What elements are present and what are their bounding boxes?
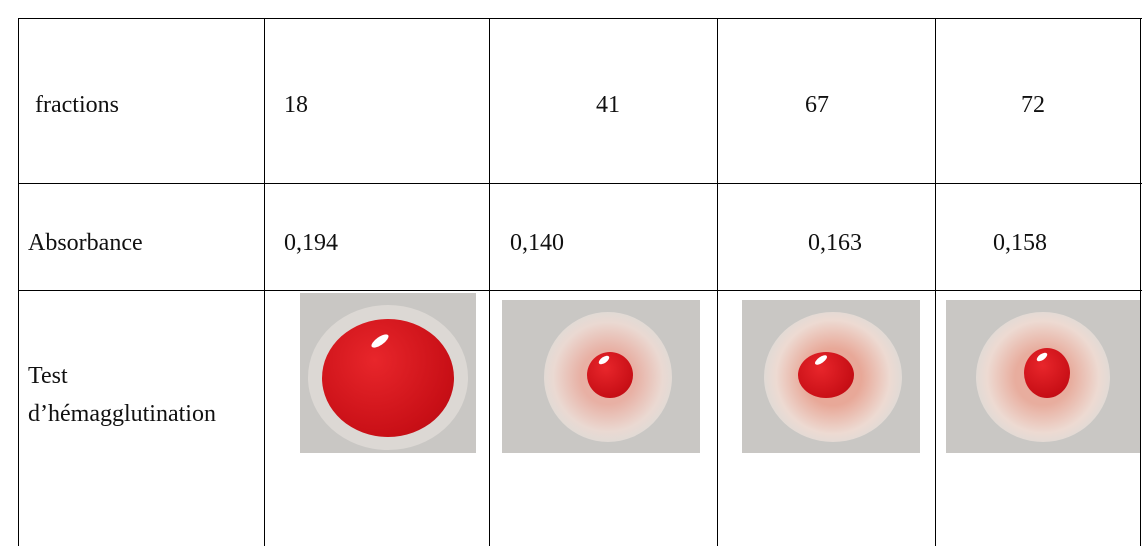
table-border	[18, 18, 1142, 19]
table-border	[18, 290, 1142, 291]
cell: fractions	[35, 93, 119, 117]
cell: Test d’hémagglutination	[28, 357, 228, 433]
cell: 0,163	[808, 231, 862, 255]
cell: 18	[284, 93, 308, 117]
cell: 41	[596, 93, 620, 117]
table-border	[935, 18, 936, 546]
cell: 72	[1021, 93, 1045, 117]
well-photo	[946, 300, 1140, 453]
table-border	[264, 18, 265, 546]
well-photo	[300, 293, 476, 453]
cell: Absorbance	[28, 231, 143, 255]
cell: 67	[805, 93, 829, 117]
cell: 0,140	[510, 231, 564, 255]
table-border	[489, 18, 490, 546]
table-border	[1140, 18, 1141, 546]
table-border	[18, 18, 19, 546]
well-photo	[502, 300, 700, 453]
cell: 0,158	[993, 231, 1047, 255]
well-photo	[742, 300, 920, 453]
table-border	[717, 18, 718, 546]
cell: 0,194	[284, 231, 338, 255]
document: fractions 18 41 67 72 Absorbance 0,194 0…	[0, 0, 1142, 546]
table-border	[18, 183, 1142, 184]
